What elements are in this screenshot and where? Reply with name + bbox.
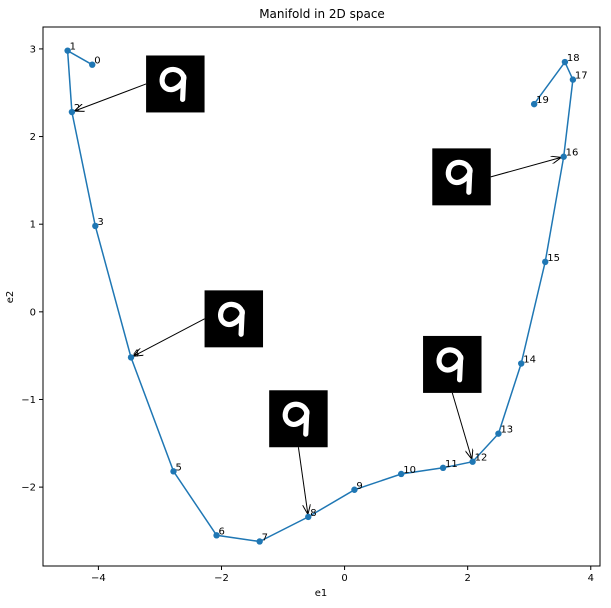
data-point xyxy=(213,532,220,539)
digit-thumbnail xyxy=(204,290,264,348)
point-label: 19 xyxy=(536,95,549,106)
point-label: 1 xyxy=(70,42,76,53)
digit-thumbnail xyxy=(432,148,491,206)
data-point xyxy=(256,538,263,545)
y-axis-label: e2 xyxy=(5,291,16,304)
annotation-arrow xyxy=(75,83,147,111)
digit-nine-stroke xyxy=(159,66,187,102)
y-tick-label: 3 xyxy=(30,44,36,55)
data-point xyxy=(518,360,525,367)
point-label: 6 xyxy=(219,526,225,537)
point-label: 3 xyxy=(97,217,103,228)
point-label: 18 xyxy=(567,53,580,64)
annotation-arrow xyxy=(490,158,561,178)
annotation-layer xyxy=(75,55,560,513)
y-tick-label: 2 xyxy=(30,132,36,143)
point-label: 16 xyxy=(566,148,579,159)
point-label: 8 xyxy=(310,508,316,519)
point-label: 11 xyxy=(445,459,458,470)
point-label: 12 xyxy=(475,453,488,464)
series-line xyxy=(66,49,574,543)
digit-nine-glyph xyxy=(436,347,464,383)
digit-nine-stroke xyxy=(445,159,473,195)
x-tick-label: 4 xyxy=(588,573,594,584)
y-tick-label: −1 xyxy=(21,395,36,406)
digit-nine-glyph xyxy=(218,301,245,337)
data-point xyxy=(127,354,135,361)
data-point xyxy=(89,61,96,68)
data-point xyxy=(398,470,405,478)
annotation-arrow xyxy=(134,318,205,356)
data-point xyxy=(64,47,71,54)
y-tick-label: 1 xyxy=(30,220,36,231)
y-tick-label: 0 xyxy=(30,307,36,318)
chart-title: Manifold in 2D space xyxy=(259,7,385,21)
data-point xyxy=(542,258,549,266)
point-label: 0 xyxy=(94,56,100,67)
digit-nine-glyph xyxy=(159,66,187,102)
x-tick-label: −2 xyxy=(214,573,229,584)
digit-nine-stroke xyxy=(282,401,310,437)
point-label: 5 xyxy=(175,462,181,473)
digit-nine-stroke xyxy=(436,347,464,383)
digit-nine-glyph xyxy=(445,159,473,195)
point-label: 10 xyxy=(403,465,416,476)
digit-nine-stroke xyxy=(218,301,245,337)
x-tick-label: 0 xyxy=(341,573,347,584)
point-label: 14 xyxy=(523,355,536,366)
digit-thumbnail xyxy=(269,390,328,448)
data-point xyxy=(92,222,99,230)
digit-thumbnail xyxy=(423,335,482,393)
x-axis-label: e1 xyxy=(315,588,328,599)
point-label: 7 xyxy=(262,532,268,543)
point-label: 4 xyxy=(133,348,139,359)
data-point xyxy=(351,486,358,493)
plot-area-frame xyxy=(42,26,601,567)
digit-thumbnail xyxy=(146,55,205,113)
point-label: 9 xyxy=(356,481,362,492)
point-label: 17 xyxy=(575,71,588,82)
data-point xyxy=(495,430,502,437)
data-point xyxy=(469,458,476,465)
x-tick-label: −4 xyxy=(91,573,106,584)
x-tick-label: 2 xyxy=(464,573,470,584)
annotation-arrow xyxy=(297,447,307,513)
data-point xyxy=(530,100,538,108)
digit-nine-glyph xyxy=(282,401,310,437)
annotation-arrow xyxy=(451,392,471,458)
y-tick-label: −2 xyxy=(21,483,36,494)
point-label: 13 xyxy=(500,425,513,436)
data-point xyxy=(561,58,569,66)
data-point xyxy=(68,108,76,116)
point-label: 15 xyxy=(547,253,560,264)
data-point xyxy=(170,468,177,475)
data-point xyxy=(439,464,447,472)
data-point xyxy=(560,153,567,160)
data-point xyxy=(305,513,312,521)
point-label: 2 xyxy=(74,103,80,114)
data-point xyxy=(569,76,577,83)
